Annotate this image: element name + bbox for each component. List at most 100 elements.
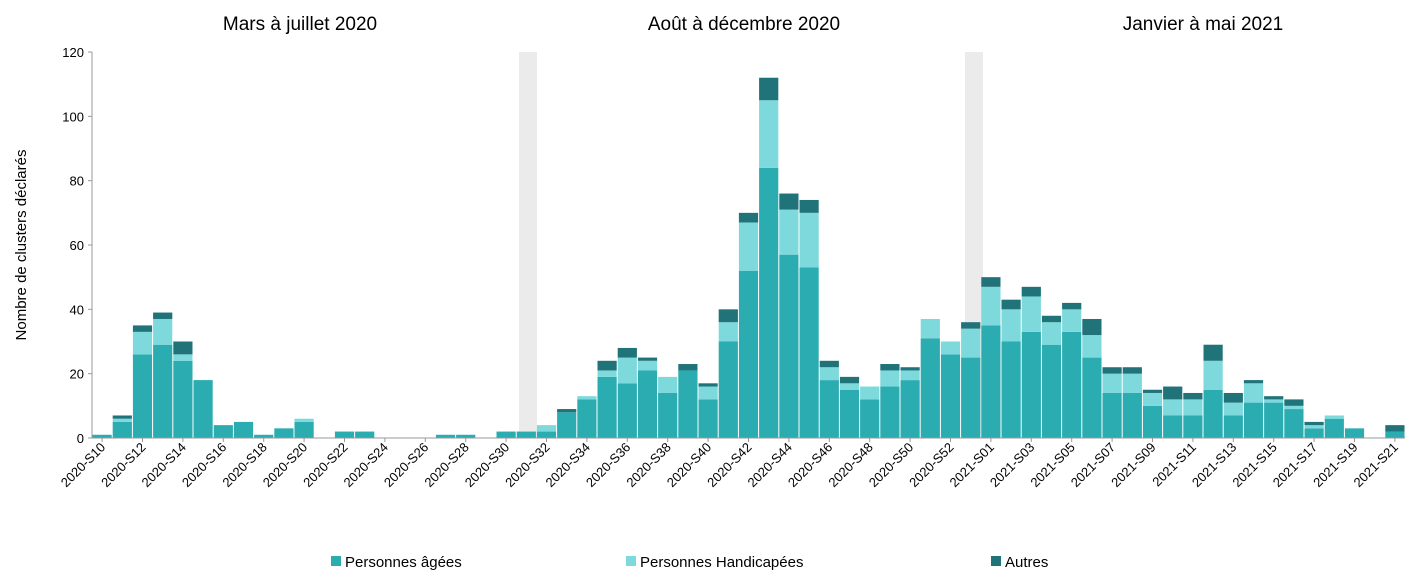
bar-segment bbox=[1142, 405, 1163, 438]
bar-segment bbox=[112, 415, 132, 419]
bar-segment bbox=[1062, 331, 1082, 438]
bar-segment bbox=[1203, 344, 1223, 361]
y-tick-label: 120 bbox=[62, 45, 84, 60]
bar-segment bbox=[1082, 318, 1102, 336]
period-label: Mars à juillet 2020 bbox=[223, 14, 377, 35]
bar-segment bbox=[920, 338, 940, 438]
bar-segment bbox=[920, 318, 940, 339]
bar-segment bbox=[597, 376, 617, 438]
bar-segment bbox=[981, 277, 1001, 287]
bar-segment bbox=[900, 380, 920, 438]
bar-segment bbox=[617, 347, 637, 358]
bar-segment bbox=[1203, 389, 1223, 438]
bar-segment bbox=[940, 354, 961, 438]
bar-segment bbox=[1001, 309, 1021, 342]
bar-segment bbox=[880, 364, 900, 371]
bar-segment bbox=[759, 100, 779, 168]
bar-segment bbox=[799, 199, 819, 213]
bar-segment bbox=[819, 360, 839, 368]
bar-segment bbox=[1082, 357, 1102, 438]
bar-segment bbox=[1183, 392, 1203, 400]
bar-segment bbox=[1021, 286, 1041, 297]
bar-segment bbox=[738, 212, 759, 223]
bar-segment bbox=[1304, 428, 1324, 438]
bar-segment bbox=[799, 212, 819, 268]
bar-segment bbox=[153, 344, 173, 438]
bar-segment bbox=[779, 193, 799, 210]
bar-segment bbox=[1001, 341, 1021, 438]
bar-segment bbox=[173, 354, 193, 361]
x-tick-label: 2021-S09 bbox=[1108, 440, 1158, 490]
bar-segment bbox=[839, 389, 860, 438]
legend-swatch bbox=[991, 556, 1001, 566]
bar-segment bbox=[718, 309, 738, 323]
bar-segment bbox=[1163, 415, 1183, 438]
bar-segment bbox=[597, 370, 617, 377]
bar-segment bbox=[759, 167, 779, 439]
period-label: Août à décembre 2020 bbox=[648, 14, 840, 35]
bar-segment bbox=[294, 418, 314, 422]
bar-segment bbox=[1082, 335, 1102, 358]
bar-segment bbox=[1304, 425, 1324, 429]
y-tick-label: 80 bbox=[70, 174, 84, 189]
bar-segment bbox=[536, 431, 557, 438]
bar-segment bbox=[435, 434, 456, 438]
bar-segment bbox=[678, 370, 698, 438]
bar-segment bbox=[1284, 399, 1304, 406]
bar-segment bbox=[658, 392, 678, 438]
bar-segment bbox=[1122, 367, 1142, 374]
bar-segment bbox=[213, 425, 233, 438]
bar-segment bbox=[961, 322, 981, 329]
bar-segment bbox=[718, 341, 738, 438]
bar-segment bbox=[819, 367, 839, 381]
bar-segment bbox=[1001, 299, 1021, 310]
bar-segment bbox=[132, 354, 153, 438]
bar-segment bbox=[1163, 386, 1183, 400]
y-tick-label: 100 bbox=[62, 109, 84, 124]
bar-segment bbox=[799, 267, 819, 438]
bar-segment bbox=[496, 431, 516, 438]
bar-segment bbox=[274, 428, 294, 438]
legend-label: Personnes Handicapées bbox=[640, 554, 803, 571]
bar-segment bbox=[132, 331, 153, 355]
bar-segment bbox=[1102, 373, 1122, 393]
bar-segment bbox=[1102, 392, 1122, 438]
bar-segment bbox=[738, 222, 759, 271]
y-tick-label: 20 bbox=[70, 367, 84, 382]
bar-segment bbox=[1021, 296, 1041, 332]
bar-segment bbox=[819, 380, 839, 438]
bar-segment bbox=[1243, 383, 1264, 403]
period-separator bbox=[519, 52, 537, 438]
bar-segment bbox=[355, 431, 375, 438]
bar-segment bbox=[617, 357, 637, 384]
bar-segment bbox=[557, 409, 577, 413]
bar-segment bbox=[839, 376, 860, 384]
bar-segment bbox=[779, 254, 799, 438]
bar-segment bbox=[698, 399, 718, 438]
bar-segment bbox=[1041, 344, 1062, 438]
bar-segment bbox=[1041, 315, 1062, 323]
period-label: Janvier à mai 2021 bbox=[1123, 14, 1284, 35]
bar-segment bbox=[860, 386, 880, 400]
bar-segment bbox=[1041, 322, 1062, 345]
bar-segment bbox=[1264, 396, 1284, 400]
bar-segment bbox=[1062, 302, 1082, 310]
bar-segment bbox=[1385, 425, 1405, 432]
bar-segment bbox=[759, 77, 779, 101]
y-tick-label: 0 bbox=[77, 431, 84, 446]
bar-segment bbox=[779, 209, 799, 255]
bar-segment bbox=[1142, 392, 1163, 406]
bar-segment bbox=[1163, 399, 1183, 416]
bar-segment bbox=[1284, 409, 1304, 438]
bar-segment bbox=[516, 431, 536, 438]
bar-segment bbox=[1264, 402, 1284, 438]
bar-segment bbox=[1284, 405, 1304, 410]
bar-segment bbox=[1122, 373, 1142, 393]
bar-segment bbox=[637, 370, 658, 438]
bar-segment bbox=[1183, 415, 1203, 438]
y-tick-label: 60 bbox=[70, 238, 84, 253]
bar-segment bbox=[738, 270, 759, 438]
bar-segment bbox=[1243, 380, 1264, 384]
